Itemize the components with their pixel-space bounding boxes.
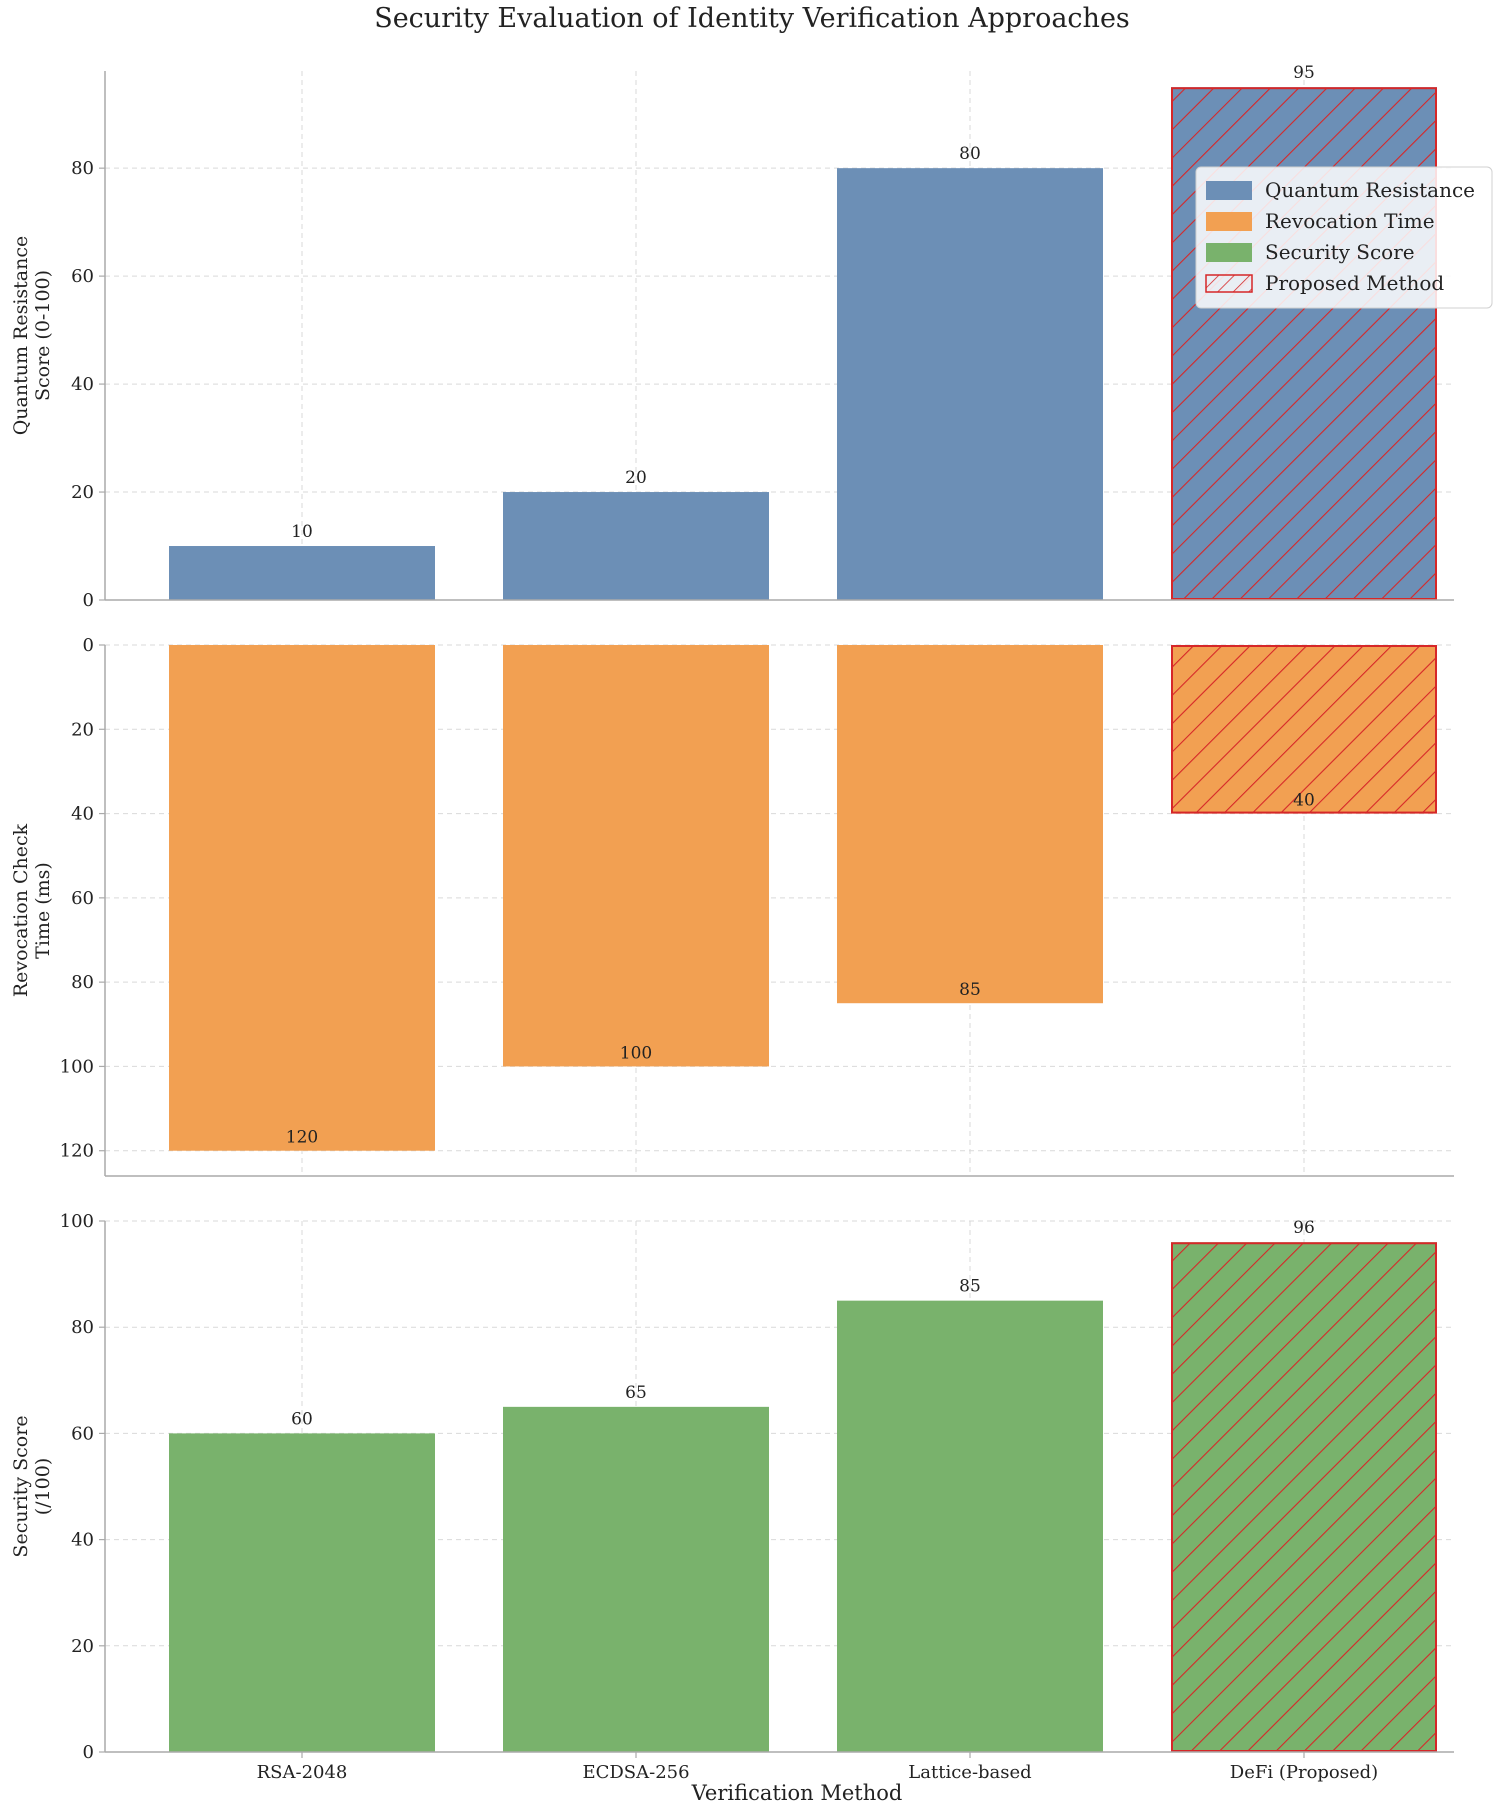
- quantum-resistance-bar-ecdsa-256: [503, 492, 769, 600]
- legend-label-quantum-resistance: Quantum Resistance: [1265, 178, 1475, 202]
- security-score-y-axis-label-line-0: Security Score: [10, 1415, 32, 1557]
- x-tick-label-defi-proposed: DeFi (Proposed): [1230, 1762, 1378, 1783]
- legend-label-security-score: Security Score: [1265, 240, 1415, 264]
- quantum-resistance-y-tick-label-40: 40: [71, 374, 94, 395]
- security-score-value-label-lattice-based: 85: [959, 1277, 981, 1297]
- legend-box: [1195, 166, 1493, 309]
- legend-label-revocation-time: Revocation Time: [1265, 209, 1435, 233]
- revocation-time-bar-hatch-defi-proposed: [1171, 645, 1437, 814]
- revocation-time-y-tick-label-80: 80: [71, 972, 94, 993]
- security-score-value-label-rsa-2048: 60: [291, 1409, 313, 1429]
- legend: Quantum Resistance Revocation Time Securit…: [1195, 166, 1493, 309]
- legend-swatch-quantum-resistance: [1206, 181, 1252, 200]
- security-score-bar-hatch-defi-proposed: [1171, 1242, 1437, 1752]
- security-score-bar-ecdsa-256: [503, 1406, 769, 1752]
- panel-quantum-resistance: 10 20 80 95 0 20 40 60 80 Quantum ResistanceScore…: [10, 63, 1454, 611]
- security-score-bar-rsa-2048: [169, 1433, 435, 1752]
- security-score-value-label-ecdsa-256: 65: [625, 1383, 647, 1403]
- legend-swatch-proposed-method: [1205, 274, 1253, 293]
- revocation-time-y-axis-label: Revocation CheckTime (ms): [10, 823, 54, 997]
- quantum-resistance-y-tick-label-0: 0: [83, 590, 94, 611]
- revocation-time-y-tick-label-40: 40: [71, 804, 94, 825]
- revocation-time-bar-lattice-based: [837, 645, 1103, 1004]
- quantum-resistance-y-axis-label: Quantum ResistanceScore (0-100): [10, 236, 54, 436]
- revocation-time-bar-rsa-2048: [169, 645, 435, 1151]
- revocation-time-value-label-ecdsa-256: 100: [620, 1043, 652, 1063]
- chart-title: Security Evaluation of Identity Verifica…: [374, 3, 1130, 34]
- revocation-time-bar-ecdsa-256: [503, 645, 769, 1067]
- quantum-resistance-y-axis-label-line-0: Quantum Resistance: [10, 236, 32, 436]
- panel-security-score: 60 65 85 96 0 20 40 60 80 100 Security Score(/100): [10, 1211, 1454, 1763]
- revocation-time-y-tick-label-20: 20: [71, 719, 94, 740]
- security-score-y-tick-label-100: 100: [60, 1211, 94, 1232]
- panel-revocation-time: 120 100 85 40 0 20 40 60 80 100 120 Revocation Chec…: [10, 635, 1454, 1177]
- security-score-y-axis-label: Security Score(/100): [10, 1415, 54, 1557]
- revocation-time-y-tick-label-120: 120: [60, 1141, 94, 1162]
- quantum-resistance-value-label-lattice-based: 80: [959, 144, 981, 164]
- revocation-time-value-label-lattice-based: 85: [959, 980, 981, 1000]
- quantum-resistance-value-label-defi-proposed: 95: [1293, 63, 1315, 83]
- quantum-resistance-value-label-ecdsa-256: 20: [625, 468, 647, 488]
- security-score-y-tick-label-80: 80: [71, 1317, 94, 1338]
- quantum-resistance-bar-lattice-based: [837, 168, 1103, 600]
- revocation-time-y-tick-label-0: 0: [83, 635, 94, 656]
- x-tick-label-ecdsa-256: ECDSA-256: [582, 1762, 689, 1783]
- quantum-resistance-bar-hatch-defi-proposed: [1171, 87, 1437, 600]
- quantum-resistance-value-label-rsa-2048: 10: [291, 522, 313, 542]
- legend-swatch-revocation-time: [1206, 212, 1252, 231]
- security-score-y-tick-label-0: 0: [83, 1742, 94, 1763]
- security-score-y-tick-label-40: 40: [71, 1530, 94, 1551]
- revocation-time-y-tick-label-100: 100: [60, 1056, 94, 1077]
- quantum-resistance-y-tick-label-20: 20: [71, 482, 94, 503]
- security-score-y-tick-label-20: 20: [71, 1636, 94, 1657]
- revocation-time-value-label-rsa-2048: 120: [286, 1128, 318, 1148]
- quantum-resistance-y-axis-label-line-1: Score (0-100): [32, 270, 54, 401]
- x-tick-label-rsa-2048: RSA-2048: [257, 1762, 348, 1783]
- revocation-time-value-label-defi-proposed: 40: [1293, 791, 1315, 811]
- revocation-time-y-axis-label-line-0: Revocation Check: [10, 823, 32, 997]
- security-score-value-label-defi-proposed: 96: [1293, 1218, 1315, 1238]
- legend-label-proposed-method: Proposed Method: [1265, 271, 1444, 295]
- quantum-resistance-y-tick-label-60: 60: [71, 266, 94, 287]
- revocation-time-y-axis-label-line-1: Time (ms): [32, 862, 54, 959]
- quantum-resistance-y-tick-label-80: 80: [71, 158, 94, 179]
- security-score-bar-lattice-based: [837, 1300, 1103, 1752]
- x-tick-label-lattice-based: Lattice-based: [908, 1762, 1031, 1783]
- x-axis-label: Verification Method: [691, 1781, 903, 1805]
- x-tick-labels: RSA-2048 ECDSA-256 Lattice-based DeFi (Prop…: [257, 1752, 1378, 1783]
- legend-swatch-security-score: [1206, 243, 1252, 262]
- quantum-resistance-bar-rsa-2048: [169, 546, 435, 600]
- security-score-y-axis-label-line-1: (/100): [32, 1458, 54, 1516]
- security-score-y-tick-label-60: 60: [71, 1423, 94, 1444]
- revocation-time-y-tick-label-60: 60: [71, 888, 94, 909]
